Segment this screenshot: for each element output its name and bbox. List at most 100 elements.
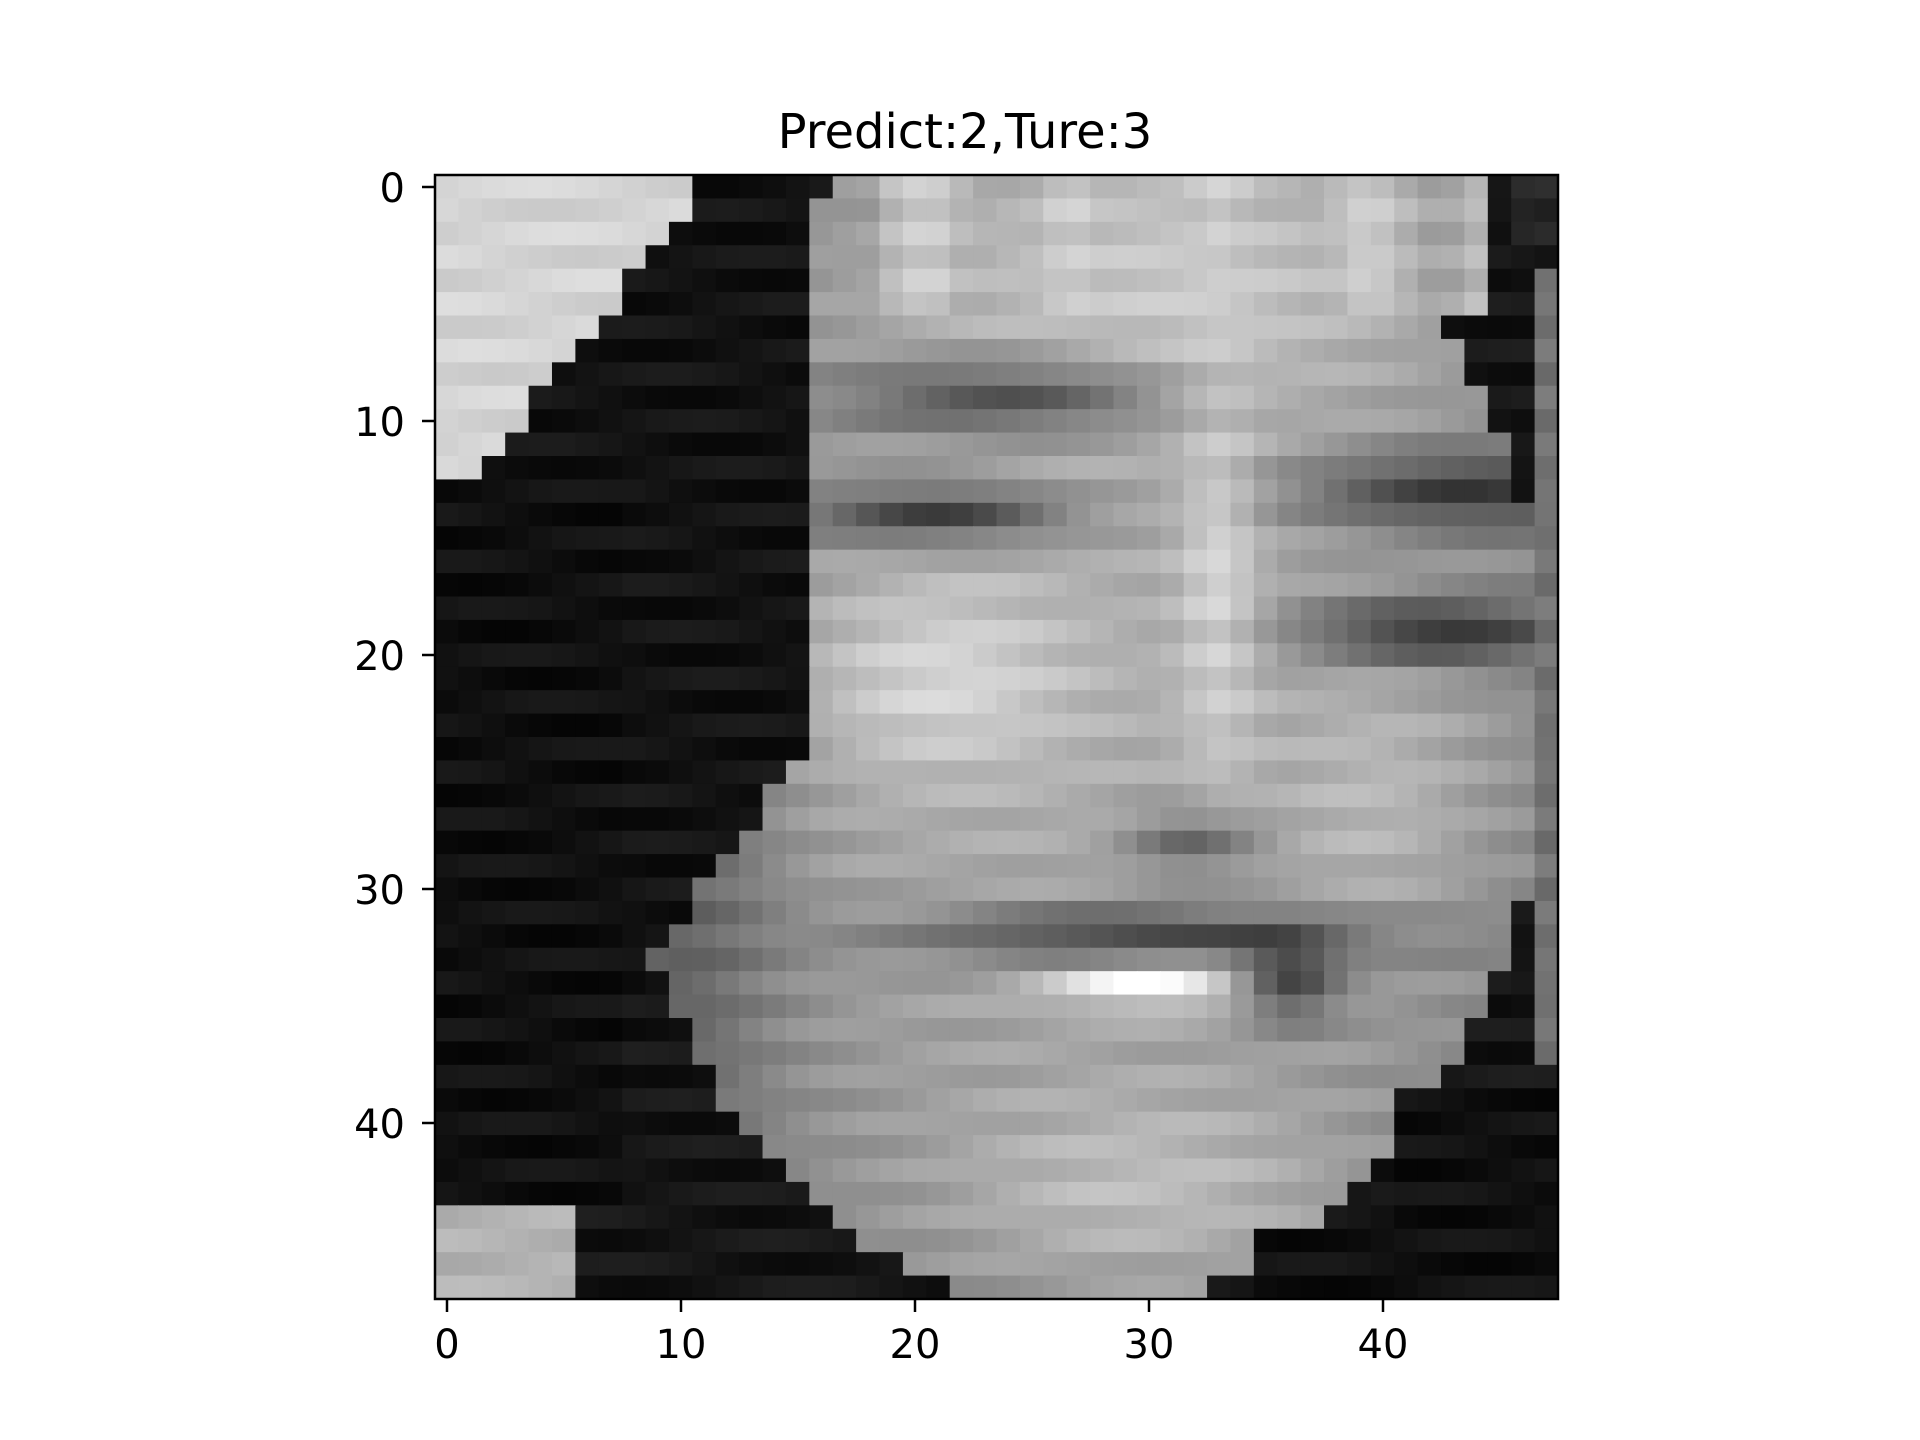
- image-pixel: [1464, 994, 1489, 1019]
- image-pixel: [715, 479, 740, 504]
- image-pixel: [1511, 830, 1536, 855]
- image-pixel: [785, 900, 810, 925]
- image-pixel: [1113, 1064, 1138, 1089]
- image-pixel: [1277, 315, 1302, 340]
- image-pixel: [1277, 596, 1302, 621]
- image-pixel: [1394, 1111, 1419, 1136]
- image-pixel: [622, 221, 647, 246]
- image-pixel: [856, 666, 881, 691]
- image-pixel: [1347, 1205, 1372, 1230]
- image-pixel: [505, 292, 530, 317]
- image-pixel: [1487, 409, 1512, 434]
- image-pixel: [1160, 245, 1185, 270]
- image-pixel: [575, 1041, 600, 1066]
- image-pixel: [668, 877, 693, 902]
- image-pixel: [1534, 315, 1559, 340]
- image-pixel: [809, 1088, 834, 1113]
- image-pixel: [1090, 1064, 1115, 1089]
- image-pixel: [949, 666, 974, 691]
- image-pixel: [458, 338, 483, 363]
- image-pixel: [1207, 690, 1232, 715]
- image-pixel: [505, 432, 530, 457]
- image-pixel: [1043, 666, 1068, 691]
- image-pixel: [1043, 1064, 1068, 1089]
- image-pixel: [1230, 502, 1255, 527]
- image-pixel: [1347, 479, 1372, 504]
- image-pixel: [926, 1275, 951, 1300]
- image-pixel: [1464, 221, 1489, 246]
- image-pixel: [481, 783, 506, 808]
- image-pixel: [1464, 666, 1489, 691]
- image-pixel: [856, 432, 881, 457]
- image-pixel: [1277, 713, 1302, 738]
- image-pixel: [1043, 994, 1068, 1019]
- image-pixel: [739, 737, 764, 762]
- image-pixel: [973, 315, 998, 340]
- image-pixel: [785, 1228, 810, 1253]
- image-pixel: [435, 1064, 459, 1089]
- image-pixel: [1534, 1205, 1559, 1230]
- image-pixel: [1394, 409, 1419, 434]
- image-pixel: [1464, 783, 1489, 808]
- image-pixel: [1370, 268, 1395, 293]
- image-pixel: [1136, 596, 1161, 621]
- image-pixel: [1370, 783, 1395, 808]
- image-pixel: [1230, 1088, 1255, 1113]
- image-pixel: [505, 1181, 530, 1206]
- image-pixel: [668, 783, 693, 808]
- image-pixel: [692, 456, 717, 481]
- image-pixel: [1207, 1064, 1232, 1089]
- image-pixel: [1370, 1158, 1395, 1183]
- image-pixel: [1253, 737, 1278, 762]
- image-pixel: [856, 479, 881, 504]
- image-pixel: [762, 292, 787, 317]
- image-pixel: [1207, 1135, 1232, 1160]
- image-pixel: [973, 573, 998, 598]
- image-pixel: [551, 1228, 576, 1253]
- image-pixel: [1183, 338, 1208, 363]
- image-pixel: [832, 690, 857, 715]
- image-pixel: [949, 900, 974, 925]
- image-pixel: [1464, 619, 1489, 644]
- image-pixel: [1417, 245, 1442, 270]
- image-pixel: [1253, 1064, 1278, 1089]
- image-pixel: [1464, 479, 1489, 504]
- image-pixel: [645, 456, 670, 481]
- image-pixel: [973, 900, 998, 925]
- image-pixel: [528, 643, 553, 668]
- image-pixel: [505, 526, 530, 551]
- image-pixel: [1253, 1041, 1278, 1066]
- image-pixel: [622, 268, 647, 293]
- image-pixel: [996, 924, 1021, 949]
- image-pixel: [832, 1018, 857, 1043]
- image-pixel: [481, 1252, 506, 1277]
- image-pixel: [996, 1064, 1021, 1089]
- image-pixel: [949, 1064, 974, 1089]
- image-pixel: [1441, 1205, 1466, 1230]
- image-pixel: [505, 1252, 530, 1277]
- image-pixel: [1417, 1064, 1442, 1089]
- image-pixel: [1534, 432, 1559, 457]
- image-pixel: [645, 1275, 670, 1300]
- image-pixel: [598, 338, 623, 363]
- image-pixel: [1487, 1252, 1512, 1277]
- image-pixel: [762, 1041, 787, 1066]
- image-pixel: [926, 1088, 951, 1113]
- image-pixel: [1464, 1064, 1489, 1089]
- image-pixel: [1277, 1088, 1302, 1113]
- image-pixel: [1534, 502, 1559, 527]
- image-pixel: [1347, 245, 1372, 270]
- image-pixel: [575, 807, 600, 832]
- image-pixel: [435, 315, 459, 340]
- image-pixel: [1464, 1088, 1489, 1113]
- image-pixel: [645, 526, 670, 551]
- image-pixel: [505, 666, 530, 691]
- image-pixel: [1160, 830, 1185, 855]
- image-pixel: [1207, 1111, 1232, 1136]
- image-pixel: [1370, 1018, 1395, 1043]
- image-pixel: [856, 807, 881, 832]
- image-pixel: [1230, 619, 1255, 644]
- image-pixel: [1207, 1205, 1232, 1230]
- image-pixel: [1136, 1135, 1161, 1160]
- image-pixel: [832, 807, 857, 832]
